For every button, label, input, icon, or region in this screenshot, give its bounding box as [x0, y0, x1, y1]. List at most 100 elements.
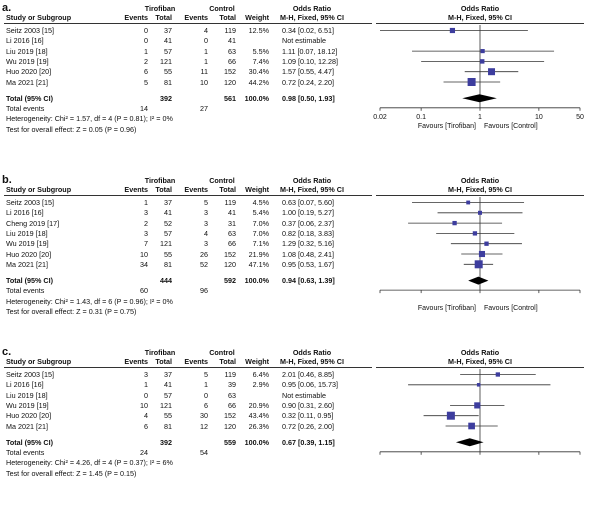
total-control: 41 [228, 36, 236, 46]
study-name: Huo 2020 [20] [6, 67, 52, 77]
study-name: Wu 2019 [19] [6, 56, 49, 66]
events-control: 11 [200, 67, 208, 77]
events-tirofiban: 7 [144, 239, 148, 249]
study-odds-ratio: 0.95 [0.06, 15.73] [282, 380, 338, 390]
events-tirofiban: 0 [144, 36, 148, 46]
study-marker [488, 68, 496, 76]
study-name: Seitz 2003 [15] [6, 198, 54, 207]
total-control: 66 [228, 56, 236, 66]
total-tirofiban: 81 [164, 421, 172, 431]
group2-header: Control [209, 176, 235, 185]
study-name: Liu 2019 [18] [6, 228, 48, 238]
study-marker [484, 241, 489, 246]
total-weight: 100.0% [244, 93, 269, 103]
total-tirofiban: 121 [160, 239, 172, 249]
study-weight: 7.1% [252, 239, 269, 249]
events-tirofiban: 10 [140, 400, 148, 410]
plot-method-header: M-H, Fixed, 95% CI [448, 13, 512, 22]
study-name: Li 2016 [16] [6, 380, 44, 390]
total-events-label: Total events [6, 286, 45, 296]
total-tirofiban: 37 [164, 198, 172, 207]
study-weight: 47.1% [248, 259, 269, 269]
study-odds-ratio: Not estimable [282, 390, 326, 400]
study-weight: 21.9% [248, 249, 269, 259]
events-control: 5 [204, 370, 208, 379]
events-control: 26 [200, 249, 208, 259]
events-tirofiban: 6 [144, 67, 148, 77]
study-marker [472, 231, 478, 236]
study-odds-ratio: 0.95 [0.53, 1.67] [282, 259, 334, 269]
events-control: 30 [200, 411, 208, 421]
study-weight: 5.4% [252, 208, 269, 218]
pooled-odds-ratio: 0.94 [0.63, 1.39] [282, 276, 335, 286]
total-events-control: 54 [200, 448, 208, 458]
forest-plot: 0.02 0.1 1 10 50 Favours [Tirofiban] Favours [… [373, 25, 584, 130]
events-tirofiban: 1 [144, 380, 148, 390]
x-tick-label: 0.1 [416, 114, 426, 121]
total-control: 592 [224, 276, 236, 286]
study-column-header: Study or Subgroup [6, 357, 72, 366]
study-marker [480, 49, 485, 54]
header-rule [4, 23, 372, 24]
study-marker [478, 250, 486, 258]
events-control: 5 [204, 198, 208, 207]
odds-ratio-header: Odds Ratio [292, 348, 332, 357]
study-column-header: Study or Subgroup [6, 13, 72, 22]
total-label: Total (95% CI) [6, 93, 53, 103]
total-control: 39 [228, 380, 236, 390]
study-marker [466, 200, 471, 205]
study-odds-ratio: 0.63 [0.07, 5.60] [282, 198, 334, 207]
overall-effect-text: Test for overall effect: Z = 0.31 (P = 0… [6, 307, 137, 316]
study-weight: 26.3% [248, 421, 269, 431]
plot-header-rule [376, 195, 584, 196]
odds-ratio-header: Odds Ratio [292, 176, 332, 185]
total-label: Total (95% CI) [6, 276, 53, 286]
study-weight: 7.0% [252, 228, 269, 238]
total-tirofiban: 37 [164, 26, 172, 35]
events-control: 6 [204, 400, 208, 410]
x-tick-label: 1 [478, 114, 482, 121]
total1-header: Total [155, 185, 172, 194]
total-weight: 100.0% [244, 437, 269, 447]
events-tirofiban: 10 [140, 249, 148, 259]
events-tirofiban: 2 [144, 218, 148, 228]
plot-header-rule [376, 367, 584, 368]
events1-header: Events [124, 13, 148, 22]
total-control: 31 [228, 218, 236, 228]
events2-header: Events [184, 357, 208, 366]
study-marker [474, 260, 483, 269]
forest-plot [379, 369, 581, 455]
total1-header: Total [155, 357, 172, 366]
study-name: Huo 2020 [20] [6, 411, 52, 421]
study-odds-ratio: 1.08 [0.48, 2.41] [282, 249, 334, 259]
study-name: Liu 2019 [18] [6, 46, 48, 56]
events-tirofiban: 5 [144, 77, 148, 87]
events-control: 52 [200, 259, 208, 269]
study-odds-ratio: 1.00 [0.19, 5.27] [282, 208, 334, 218]
total2-header: Total [219, 185, 236, 194]
study-odds-ratio: Not estimable [282, 36, 326, 46]
study-odds-ratio: 0.72 [0.26, 2.00] [282, 421, 334, 431]
study-marker [446, 411, 455, 420]
study-name: Seitz 2003 [15] [6, 370, 54, 379]
favours-tirofiban-label: Favours [Tirofiban] [418, 123, 476, 130]
weight-header: Weight [245, 357, 269, 366]
study-marker [477, 210, 483, 215]
forest-plot: Favours [Tirofiban] Favours [Control] [379, 197, 581, 312]
study-odds-ratio: 0.82 [0.18, 3.83] [282, 228, 334, 238]
events-control: 0 [204, 390, 208, 400]
total-tirofiban: 444 [160, 276, 172, 286]
total-events-tirofiban: 14 [140, 104, 148, 114]
header-rule [4, 195, 372, 196]
total-events-label: Total events [6, 448, 45, 458]
study-odds-ratio: 2.01 [0.46, 8.85] [282, 370, 334, 379]
study-marker [452, 220, 457, 226]
study-marker [474, 402, 481, 409]
study-marker [495, 372, 500, 377]
heterogeneity-text: Heterogeneity: Chi² = 4.26, df = 4 (P = … [6, 458, 173, 468]
method-header: M-H, Fixed, 95% CI [280, 357, 344, 366]
total-tirofiban: 81 [164, 77, 172, 87]
total-control: 120 [224, 421, 236, 431]
total-control: 66 [228, 239, 236, 249]
method-header: M-H, Fixed, 95% CI [280, 13, 344, 22]
